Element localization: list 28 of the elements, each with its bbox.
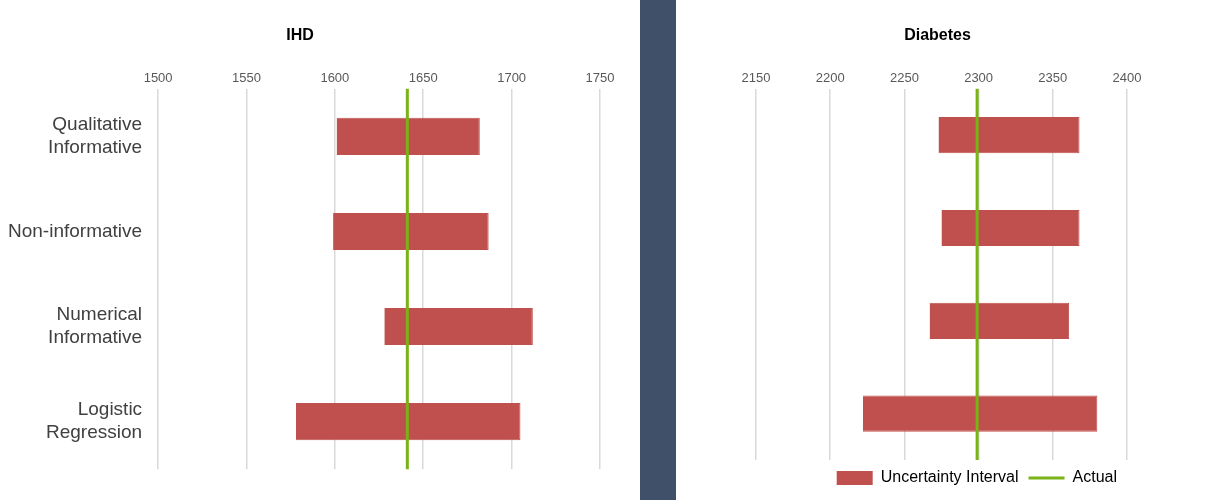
x-tick-label: 1500 (143, 69, 173, 85)
x-tick-label: 1650 (408, 69, 438, 85)
bar (295, 403, 521, 441)
bar (862, 395, 1098, 432)
legend-label: Uncertainty Interval (880, 468, 1019, 486)
x-tick-label: 2150 (741, 69, 771, 85)
bar (384, 308, 533, 346)
x-tick-label: 1700 (497, 69, 527, 85)
y-tick-label: Numerical Informative (48, 303, 143, 348)
legend-label: Actual (1072, 468, 1117, 486)
x-tick-label: 2350 (1038, 69, 1068, 85)
bar (929, 302, 1070, 339)
y-tick-label: Non-informative (7, 219, 143, 241)
bar (938, 117, 1080, 154)
x-tick-label: 1600 (320, 69, 350, 85)
bar (333, 212, 489, 250)
x-tick-label: 2300 (964, 69, 994, 85)
y-tick-label: Qualitative Informative (48, 113, 143, 157)
x-tick-label: 1750 (585, 69, 615, 85)
bar (941, 209, 1080, 247)
x-tick-label: 1550 (232, 69, 261, 85)
chart-title: IHD (286, 26, 314, 44)
chart-title: Diabetes (904, 26, 971, 44)
x-tick-label: 2250 (889, 69, 919, 85)
bar (336, 117, 480, 155)
x-tick-label: 2400 (1112, 69, 1142, 85)
x-tick-label: 2200 (815, 69, 845, 85)
y-tick-label: Logistic Regression (45, 398, 143, 443)
